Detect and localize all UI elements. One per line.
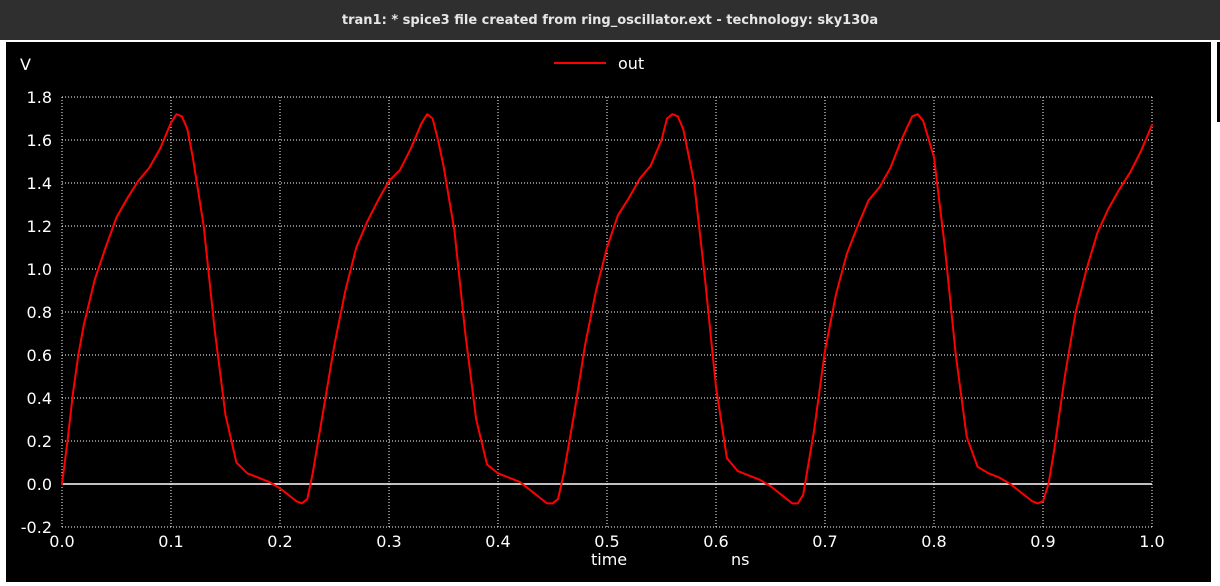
y-tick-label: 1.2 — [27, 217, 52, 236]
window-title: tran1: * spice3 file created from ring_o… — [341, 12, 879, 28]
x-tick-label: 0.8 — [921, 532, 946, 551]
y-tick-label: 0.8 — [27, 303, 52, 322]
axis-label-layer: V time ns — [20, 55, 749, 569]
x-tick-label: 0.0 — [49, 532, 74, 551]
x-axis-label: time — [591, 550, 627, 569]
y-tick-label: 1.8 — [27, 88, 52, 107]
waveform-chart[interactable]: 0.0 0.1 0.2 0.3 0.4 0.5 0.6 0.7 0.8 0.9 1.0-0.20.0… — [6, 42, 1211, 582]
x-tick-label: 0.1 — [158, 532, 183, 551]
series-line-out — [61, 113, 1153, 505]
plot-area[interactable]: 0.0 0.1 0.2 0.3 0.4 0.5 0.6 0.7 0.8 0.9 1.0 -0.2 0.0… — [6, 42, 1211, 582]
y-tick-label: 1.6 — [27, 131, 52, 150]
x-tick-label: 1.0 — [1139, 532, 1164, 551]
y-tick-label: 0.2 — [27, 432, 52, 451]
x-tick-label: 0.4 — [485, 532, 510, 551]
tick-label-layer: 0.0 0.1 0.2 0.3 0.4 0.5 0.6 0.7 0.8 0.9 1.0-0.20.0… — [21, 88, 1165, 551]
legend-label-out: out — [618, 54, 644, 73]
x-axis-unit: ns — [731, 550, 749, 569]
series-layer — [61, 113, 1153, 505]
y-tick-label: 0.6 — [27, 346, 52, 365]
x-tick-label: 0.6 — [703, 532, 728, 551]
y-tick-label: -0.2 — [21, 518, 52, 537]
window-title-bar: tran1: * spice3 file created from ring_o… — [0, 0, 1220, 40]
x-tick-label: 0.7 — [812, 532, 837, 551]
window-edge — [1217, 42, 1220, 122]
y-tick-label: 0.0 — [27, 475, 52, 494]
grid-layer — [61, 96, 1153, 528]
y-tick-label: 1.0 — [27, 260, 52, 279]
x-tick-label: 0.9 — [1030, 532, 1055, 551]
x-tick-label: 0.2 — [267, 532, 292, 551]
legend[interactable]: out — [554, 54, 644, 73]
y-tick-label: 0.4 — [27, 389, 52, 408]
y-axis-label: V — [20, 55, 31, 74]
x-tick-label: 0.5 — [594, 532, 619, 551]
x-tick-label: 0.3 — [376, 532, 401, 551]
y-tick-label: 1.4 — [27, 174, 52, 193]
